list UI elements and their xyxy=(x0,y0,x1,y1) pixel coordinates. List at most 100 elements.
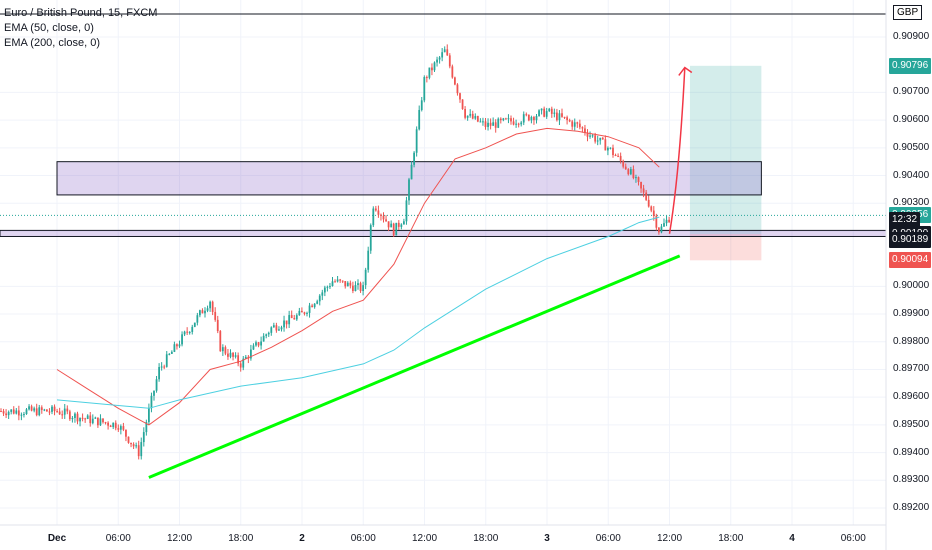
candle-body xyxy=(278,329,280,331)
currency-label[interactable]: GBP xyxy=(893,5,923,20)
target-price-tag: 0.90796 xyxy=(889,57,932,74)
candle-body xyxy=(655,215,658,228)
candle-body xyxy=(581,127,584,129)
candle-body xyxy=(642,188,645,193)
candle-body xyxy=(135,445,138,447)
chart-legend: Euro / British Pound, 15, FXCM EMA (50, … xyxy=(4,6,157,51)
price-tick-label: 0.89900 xyxy=(893,308,930,320)
candle-body xyxy=(25,409,28,415)
candle-body xyxy=(374,208,377,211)
countdown-tag: 12:32 xyxy=(889,212,921,229)
candle-body xyxy=(357,283,359,286)
candle-body xyxy=(344,281,347,287)
candle-body xyxy=(260,341,262,346)
candle-body xyxy=(624,166,627,170)
candle-body xyxy=(520,122,523,125)
candle-body xyxy=(176,344,178,347)
candle-body xyxy=(510,118,512,122)
candle-body xyxy=(538,110,540,117)
symbol-title: Euro / British Pound, 15, FXCM xyxy=(4,7,158,19)
candle-body xyxy=(647,199,650,207)
candle-body xyxy=(74,413,76,418)
candle-body xyxy=(323,287,326,293)
candle-body xyxy=(660,226,663,233)
candle-body xyxy=(548,108,551,112)
candle-body xyxy=(196,315,199,323)
candle-body xyxy=(66,408,69,412)
candle-body xyxy=(267,332,270,335)
candle-body xyxy=(272,325,275,328)
candle-body xyxy=(145,422,148,433)
trendline xyxy=(148,254,681,479)
candle-body xyxy=(441,52,444,58)
candle-body xyxy=(589,135,591,137)
candle-body xyxy=(183,331,186,335)
candle-body xyxy=(43,409,46,411)
candle-body xyxy=(505,118,507,120)
candle-body xyxy=(645,192,648,200)
time-tick-label: 06:00 xyxy=(350,533,376,544)
projection-arrow xyxy=(668,67,686,234)
candle-body xyxy=(242,358,245,368)
price-tick-label: 0.89800 xyxy=(893,335,930,347)
candle-body xyxy=(168,353,171,355)
candle-body xyxy=(517,123,520,125)
candle-body xyxy=(153,390,155,396)
candle-body xyxy=(298,310,301,316)
candle-body xyxy=(545,111,548,117)
candle-body xyxy=(533,117,535,121)
candle-body xyxy=(216,319,219,332)
candle-body xyxy=(10,409,13,412)
candle-body xyxy=(0,411,2,413)
candle-body xyxy=(512,121,515,125)
candle-body xyxy=(117,428,120,430)
candle-body xyxy=(428,67,431,78)
candle-body xyxy=(211,301,214,312)
time-tick-label: 12:00 xyxy=(166,533,193,544)
ema200-line xyxy=(56,216,660,409)
candle-body xyxy=(112,422,115,428)
candle-body xyxy=(295,315,298,320)
time-tick-label: 12:00 xyxy=(656,533,683,544)
candle-body xyxy=(502,118,505,121)
price-tick-label: 0.90400 xyxy=(893,169,930,181)
candle-body xyxy=(522,114,525,123)
candle-body xyxy=(668,219,670,223)
candle-body xyxy=(507,118,510,120)
projection-arrow-head xyxy=(678,66,693,76)
candle-body xyxy=(658,227,660,233)
candle-body xyxy=(303,312,306,314)
candle-body xyxy=(369,225,372,251)
candle-body xyxy=(637,177,640,182)
candle-body xyxy=(232,352,234,357)
candle-body xyxy=(415,129,418,153)
candle-body xyxy=(250,349,252,359)
candle-body xyxy=(306,312,308,314)
candle-body xyxy=(443,49,446,53)
candle-body xyxy=(119,426,122,430)
candle-body xyxy=(109,425,112,428)
candle-body xyxy=(454,77,456,85)
candle-body xyxy=(418,109,421,130)
price-tick-label: 0.89500 xyxy=(893,418,930,430)
time-tick-label: 06:00 xyxy=(595,533,621,544)
candle-body xyxy=(165,354,168,367)
candle-body xyxy=(487,122,489,127)
candle-body xyxy=(382,215,385,220)
candle-body xyxy=(380,214,382,216)
candle-body xyxy=(352,285,354,292)
candle-body xyxy=(76,413,79,422)
candle-body xyxy=(397,222,400,227)
candle-body xyxy=(349,282,352,286)
ema50-line xyxy=(56,127,660,426)
candle-body xyxy=(586,132,589,137)
candle-body xyxy=(84,418,87,420)
candle-body xyxy=(594,135,597,142)
candle-body xyxy=(125,429,127,437)
candle-body xyxy=(408,179,410,201)
candle-body xyxy=(252,345,255,350)
candle-body xyxy=(609,147,612,149)
candle-body xyxy=(40,407,43,411)
candle-body xyxy=(321,292,324,296)
